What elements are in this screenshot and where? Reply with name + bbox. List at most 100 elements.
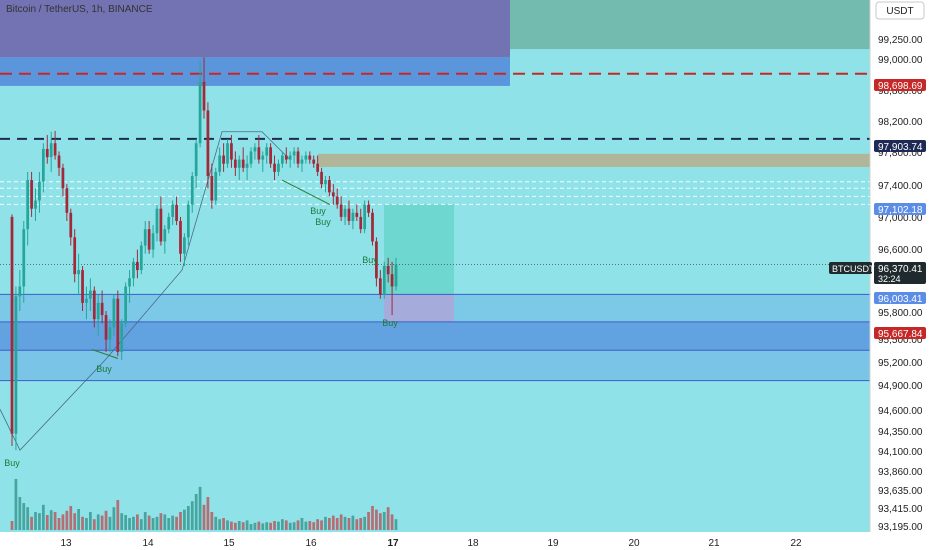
candle-body[interactable] — [312, 159, 316, 164]
candle-body[interactable] — [324, 180, 327, 185]
candle-body[interactable] — [151, 233, 155, 250]
candle-body[interactable] — [186, 204, 190, 238]
candle-body[interactable] — [343, 208, 347, 217]
candle-body[interactable] — [249, 151, 253, 164]
candle-body[interactable] — [233, 159, 237, 168]
candle-body[interactable] — [347, 208, 351, 221]
candle-body[interactable] — [210, 175, 214, 201]
candle-body[interactable] — [280, 155, 284, 164]
candle-body[interactable] — [363, 204, 367, 230]
candle-body[interactable] — [284, 155, 288, 160]
candle-body[interactable] — [351, 212, 355, 221]
candle-body[interactable] — [273, 163, 276, 172]
candle-body[interactable] — [38, 181, 41, 201]
candle-body[interactable] — [100, 302, 104, 316]
candle-body[interactable] — [159, 208, 163, 242]
candle-body[interactable] — [292, 151, 296, 156]
candle-body[interactable] — [167, 216, 171, 230]
candle-body[interactable] — [124, 286, 128, 324]
candle-body[interactable] — [288, 155, 292, 160]
candle-body[interactable] — [331, 192, 335, 197]
candle-body[interactable] — [26, 180, 30, 230]
candle-body[interactable] — [139, 245, 143, 271]
candle-body[interactable] — [394, 264, 398, 287]
candle-body[interactable] — [14, 296, 18, 434]
candle-body[interactable] — [88, 290, 92, 299]
candle-body[interactable] — [73, 237, 77, 275]
candle-body[interactable] — [85, 298, 88, 303]
candle-body[interactable] — [382, 266, 386, 295]
candle-body[interactable] — [104, 315, 108, 340]
candle-body[interactable] — [335, 196, 339, 205]
candle-body[interactable] — [316, 163, 320, 172]
candle-body[interactable] — [81, 270, 84, 303]
candle-body[interactable] — [155, 208, 159, 234]
candle-body[interactable] — [163, 229, 167, 242]
candle-body[interactable] — [390, 274, 394, 287]
candle-body[interactable] — [30, 180, 33, 209]
currency-button[interactable] — [875, 1, 925, 20]
candle-body[interactable] — [300, 159, 304, 164]
candle-body[interactable] — [296, 151, 300, 164]
candle-body[interactable] — [359, 216, 363, 230]
candle-body[interactable] — [96, 302, 100, 320]
candle-body[interactable] — [10, 216, 14, 434]
candle-body[interactable] — [34, 200, 37, 209]
candle-body[interactable] — [41, 148, 45, 182]
candle-body[interactable] — [143, 229, 147, 246]
candle-body[interactable] — [308, 155, 312, 160]
candle-body[interactable] — [61, 167, 65, 189]
candle-body[interactable] — [375, 241, 378, 279]
candle-body[interactable] — [175, 204, 178, 221]
candle-body[interactable] — [214, 171, 218, 201]
candle-body[interactable] — [49, 143, 53, 158]
candle-body[interactable] — [386, 266, 390, 275]
candle-body[interactable] — [261, 155, 265, 160]
candle-body[interactable] — [65, 188, 69, 213]
candle-body[interactable] — [112, 298, 116, 328]
candle-body[interactable] — [237, 159, 241, 168]
candle-body[interactable] — [92, 290, 96, 320]
candle-body[interactable] — [339, 204, 343, 217]
candle-body[interactable] — [378, 278, 382, 295]
candle-body[interactable] — [367, 204, 370, 213]
candle-body[interactable] — [269, 147, 272, 164]
candle-body[interactable] — [371, 212, 374, 242]
candle-body[interactable] — [245, 163, 249, 168]
candle-body[interactable] — [194, 143, 198, 176]
candle-body[interactable] — [108, 327, 112, 340]
candle-body[interactable] — [147, 229, 151, 250]
candle-body[interactable] — [128, 278, 131, 287]
candle-body[interactable] — [328, 180, 331, 193]
candle-body[interactable] — [206, 110, 210, 176]
candle-body[interactable] — [57, 155, 61, 168]
candle-body[interactable] — [18, 286, 22, 297]
candle-body[interactable] — [77, 270, 80, 275]
candle-body[interactable] — [53, 143, 57, 156]
candle-body[interactable] — [304, 155, 308, 160]
candle-body[interactable] — [320, 171, 323, 185]
candle-body[interactable] — [277, 163, 280, 172]
candle-body[interactable] — [120, 323, 124, 352]
candle-body[interactable] — [136, 261, 139, 271]
candle-body[interactable] — [257, 147, 261, 160]
candle-body[interactable] — [230, 143, 233, 160]
candle-body[interactable] — [132, 261, 135, 279]
candle-body[interactable] — [202, 81, 206, 111]
candle-body[interactable] — [218, 155, 222, 172]
candle-body[interactable] — [22, 229, 26, 287]
candle-body[interactable] — [116, 298, 120, 352]
candle-body[interactable] — [69, 212, 73, 238]
candle-body[interactable] — [265, 147, 269, 156]
candle-body[interactable] — [190, 175, 194, 205]
candle-body[interactable] — [226, 143, 229, 164]
candle-body[interactable] — [198, 81, 202, 144]
candle-body[interactable] — [253, 147, 257, 152]
candle-body[interactable] — [183, 237, 186, 254]
candle-body[interactable] — [355, 212, 359, 217]
candle-body[interactable] — [222, 155, 225, 164]
candle-body[interactable] — [171, 204, 175, 217]
candle-body[interactable] — [241, 159, 245, 168]
candle-body[interactable] — [45, 148, 49, 158]
